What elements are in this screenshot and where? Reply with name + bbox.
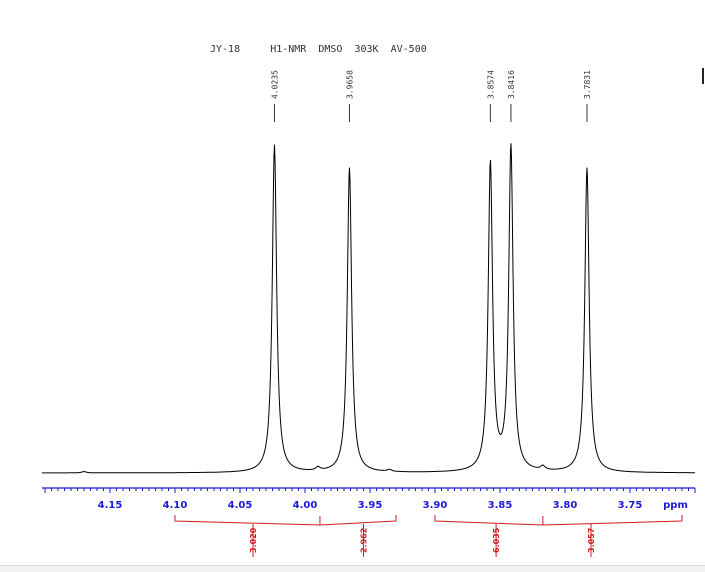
- integral-value: 6.035: [492, 527, 501, 553]
- x-axis-unit-label: ppm: [663, 500, 688, 511]
- x-tick-label: 4.05: [228, 500, 253, 511]
- x-tick-label: 3.90: [423, 500, 448, 511]
- status-strip: [0, 565, 705, 572]
- x-tick-label: 3.95: [358, 500, 383, 511]
- spectrum-title: JY-18 H1-NMR DMSO 303K AV-500: [210, 44, 427, 55]
- x-tick-label: 3.85: [488, 500, 513, 511]
- integral-bracket: [174, 515, 397, 526]
- peak-label: 3.9658: [345, 70, 354, 99]
- peak-label: 3.8416: [507, 70, 516, 99]
- peak-label: 4.0235: [270, 70, 279, 99]
- spectrum-trace: [42, 143, 695, 474]
- window-edge-marker: [702, 68, 704, 84]
- integral-value: 2.962: [360, 528, 369, 553]
- integral-value: 3.057: [587, 528, 596, 553]
- integral-bracket: [434, 515, 683, 526]
- x-axis: 4.15 4.10 4.05 4.00 3.95 3.90 3.85 3.80 3.75 ppm: [42, 487, 696, 511]
- x-tick-label: 4.00: [293, 500, 318, 511]
- peak-label: 3.8574: [486, 70, 495, 99]
- peak-labels: 4.0235 3.9658 3.8574 3.8416 3.7831: [270, 70, 592, 122]
- x-tick-label: 4.10: [163, 500, 188, 511]
- integral-curves: 3.020 2.962 6.035 3.057: [174, 515, 683, 557]
- x-tick-label: 4.15: [98, 500, 123, 511]
- peak-label: 3.7831: [583, 70, 592, 99]
- integral-value: 3.020: [249, 527, 258, 553]
- x-tick-label: 3.75: [618, 500, 643, 511]
- x-tick-label: 3.80: [553, 500, 578, 511]
